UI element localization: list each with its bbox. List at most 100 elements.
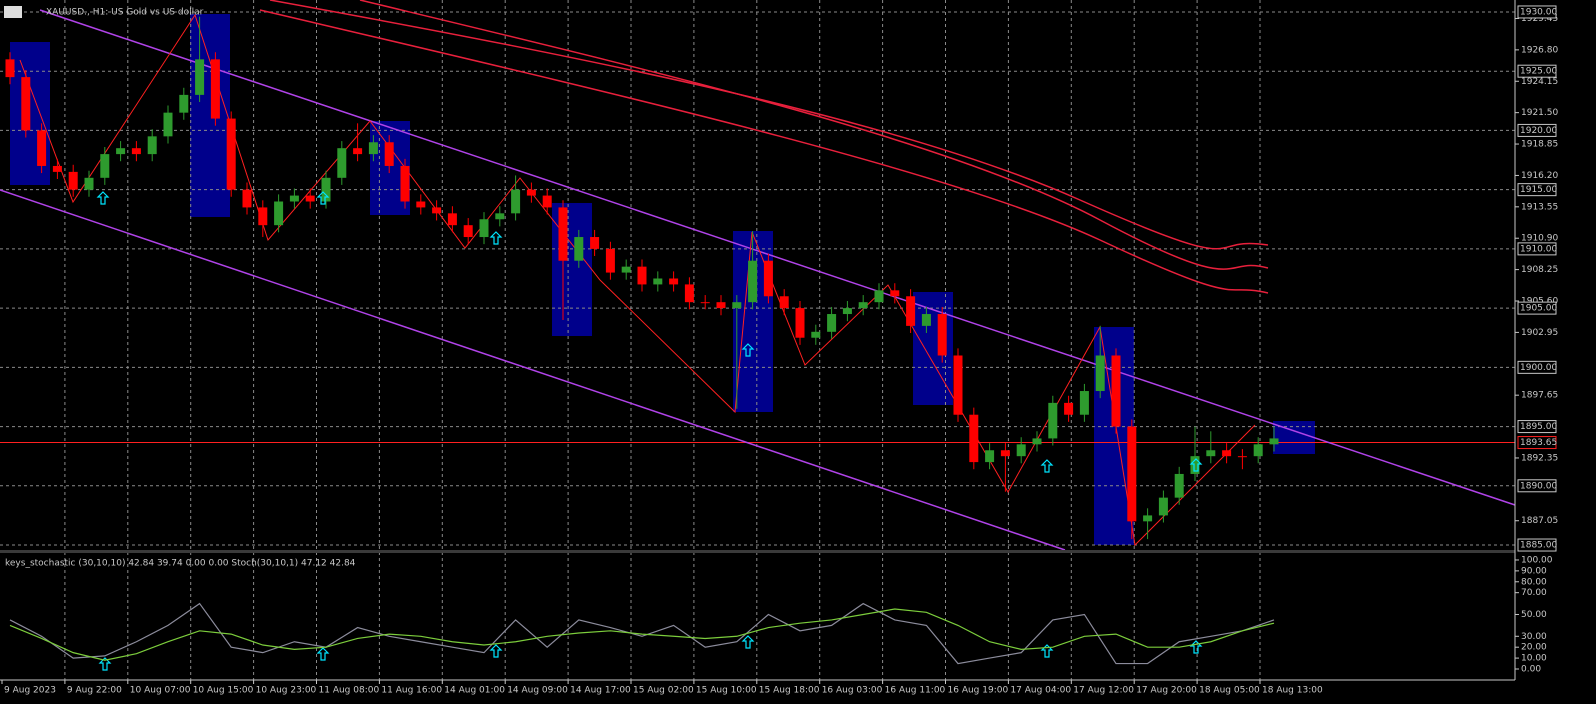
candle-body xyxy=(779,296,789,309)
candle-body xyxy=(147,136,157,155)
candle-body xyxy=(1032,438,1042,445)
candle-body xyxy=(700,302,710,304)
candle-body xyxy=(842,308,852,315)
x-tick-label: 18 Aug 13:00 xyxy=(1262,686,1323,696)
candle-body xyxy=(1158,497,1168,516)
candle-body xyxy=(289,195,299,202)
candle-body xyxy=(84,177,94,190)
level-box xyxy=(1517,242,1557,256)
candle-body xyxy=(1237,456,1247,458)
y-tick-label: 1926.80 xyxy=(1521,45,1558,55)
axes: 1929.45 1926.80 1924.15 1921.50 1918.85 1916.… xyxy=(1,5,1558,696)
stoch-line xyxy=(9,608,1275,661)
candle-body xyxy=(1206,450,1216,457)
candle-body xyxy=(605,248,615,273)
x-tick-label: 11 Aug 08:00 xyxy=(319,686,380,696)
candle-body xyxy=(621,266,631,273)
candle-body xyxy=(511,189,521,214)
candle-body xyxy=(1000,450,1010,457)
level-box xyxy=(1517,301,1557,315)
candle-body xyxy=(684,284,694,303)
candle-body xyxy=(37,130,47,166)
level-box xyxy=(1517,420,1557,434)
candle-body xyxy=(258,207,268,226)
stoch-y-tick-label: 30.00 xyxy=(1521,632,1547,642)
level-label: 1895.00 xyxy=(1520,422,1557,432)
candle-body xyxy=(416,201,426,208)
candle-body xyxy=(858,302,868,309)
candle-body xyxy=(1048,402,1058,439)
candle-body xyxy=(1143,515,1153,522)
candle-body xyxy=(748,260,758,303)
level-box xyxy=(1517,5,1557,19)
candle-body xyxy=(1095,355,1105,392)
candle-body xyxy=(732,302,742,309)
level-label: 1905.00 xyxy=(1520,304,1557,314)
current-price-box xyxy=(1517,436,1557,450)
x-tick-label: 10 Aug 15:00 xyxy=(193,686,254,696)
x-tick-label: 15 Aug 18:00 xyxy=(759,686,820,696)
indicator-label: keys_stochastic (30,10,10) 42.84 39.74 0… xyxy=(5,559,356,569)
candle-body xyxy=(542,195,552,208)
level-label: 1915.00 xyxy=(1520,185,1557,195)
x-tick-label: 15 Aug 02:00 xyxy=(633,686,694,696)
y-tick-label: 1902.95 xyxy=(1521,328,1558,338)
candle-body xyxy=(68,171,78,190)
candle-body xyxy=(163,112,173,137)
y-tick-label: 1897.65 xyxy=(1521,391,1558,401)
x-tick-label: 15 Aug 10:00 xyxy=(696,686,757,696)
x-tick-label: 14 Aug 17:00 xyxy=(570,686,631,696)
candle-body xyxy=(179,94,189,113)
candle-body xyxy=(1253,444,1263,457)
candle-body xyxy=(637,266,647,285)
x-tick-label: 17 Aug 04:00 xyxy=(1010,686,1071,696)
panel-separator xyxy=(0,550,1515,553)
current-price-label: 1893.65 xyxy=(1520,438,1557,448)
candle-body xyxy=(1016,444,1026,457)
x-tick-label: 16 Aug 11:00 xyxy=(885,686,946,696)
y-tick-label: 1921.50 xyxy=(1521,108,1558,118)
x-tick-label: 10 Aug 23:00 xyxy=(256,686,317,696)
level-box xyxy=(1517,538,1557,552)
candle-body xyxy=(574,237,584,261)
candle-body xyxy=(1174,473,1184,498)
candle-body xyxy=(274,201,284,226)
y-tick-label: 1916.20 xyxy=(1521,171,1558,181)
candle-body xyxy=(100,154,110,178)
candle-body xyxy=(890,290,900,297)
candle-body xyxy=(321,177,331,202)
candle-body xyxy=(526,189,536,196)
candle-body xyxy=(1127,426,1137,522)
level-box xyxy=(1517,123,1557,137)
level-label: 1910.00 xyxy=(1520,244,1557,254)
stoch-y-tick-label: 50.00 xyxy=(1521,610,1547,620)
level-label: 1890.00 xyxy=(1520,481,1557,491)
candle-body xyxy=(21,77,31,131)
y-tick-label: 1908.25 xyxy=(1521,265,1558,275)
candles xyxy=(5,16,1279,540)
x-tick-label: 9 Aug 2023 xyxy=(4,686,56,696)
candle-body xyxy=(1222,450,1232,457)
candle-body xyxy=(52,165,62,172)
y-tick-label: 1924.15 xyxy=(1521,77,1558,87)
y-tick-label: 1892.35 xyxy=(1521,453,1558,463)
candle-body xyxy=(1269,438,1279,445)
candle-body xyxy=(969,414,979,463)
level-label: 1925.00 xyxy=(1520,67,1557,77)
level-box xyxy=(1517,479,1557,493)
y-tick-label: 1929.45 xyxy=(1521,14,1558,24)
candle-body xyxy=(447,213,457,226)
x-tick-label: 11 Aug 16:00 xyxy=(381,686,442,696)
y-tick-label: 1905.60 xyxy=(1521,297,1558,307)
level-box xyxy=(1517,64,1557,78)
stoch-y-tick-label: 10.00 xyxy=(1521,654,1547,664)
candle-body xyxy=(400,165,410,202)
candle-body xyxy=(337,148,347,178)
candle-body xyxy=(495,213,505,220)
stoch-y-tick-label: 80.00 xyxy=(1521,577,1547,587)
grid xyxy=(0,0,1515,680)
candle-body xyxy=(242,189,252,208)
x-tick-label: 17 Aug 20:00 xyxy=(1136,686,1197,696)
candle-body xyxy=(558,207,568,261)
